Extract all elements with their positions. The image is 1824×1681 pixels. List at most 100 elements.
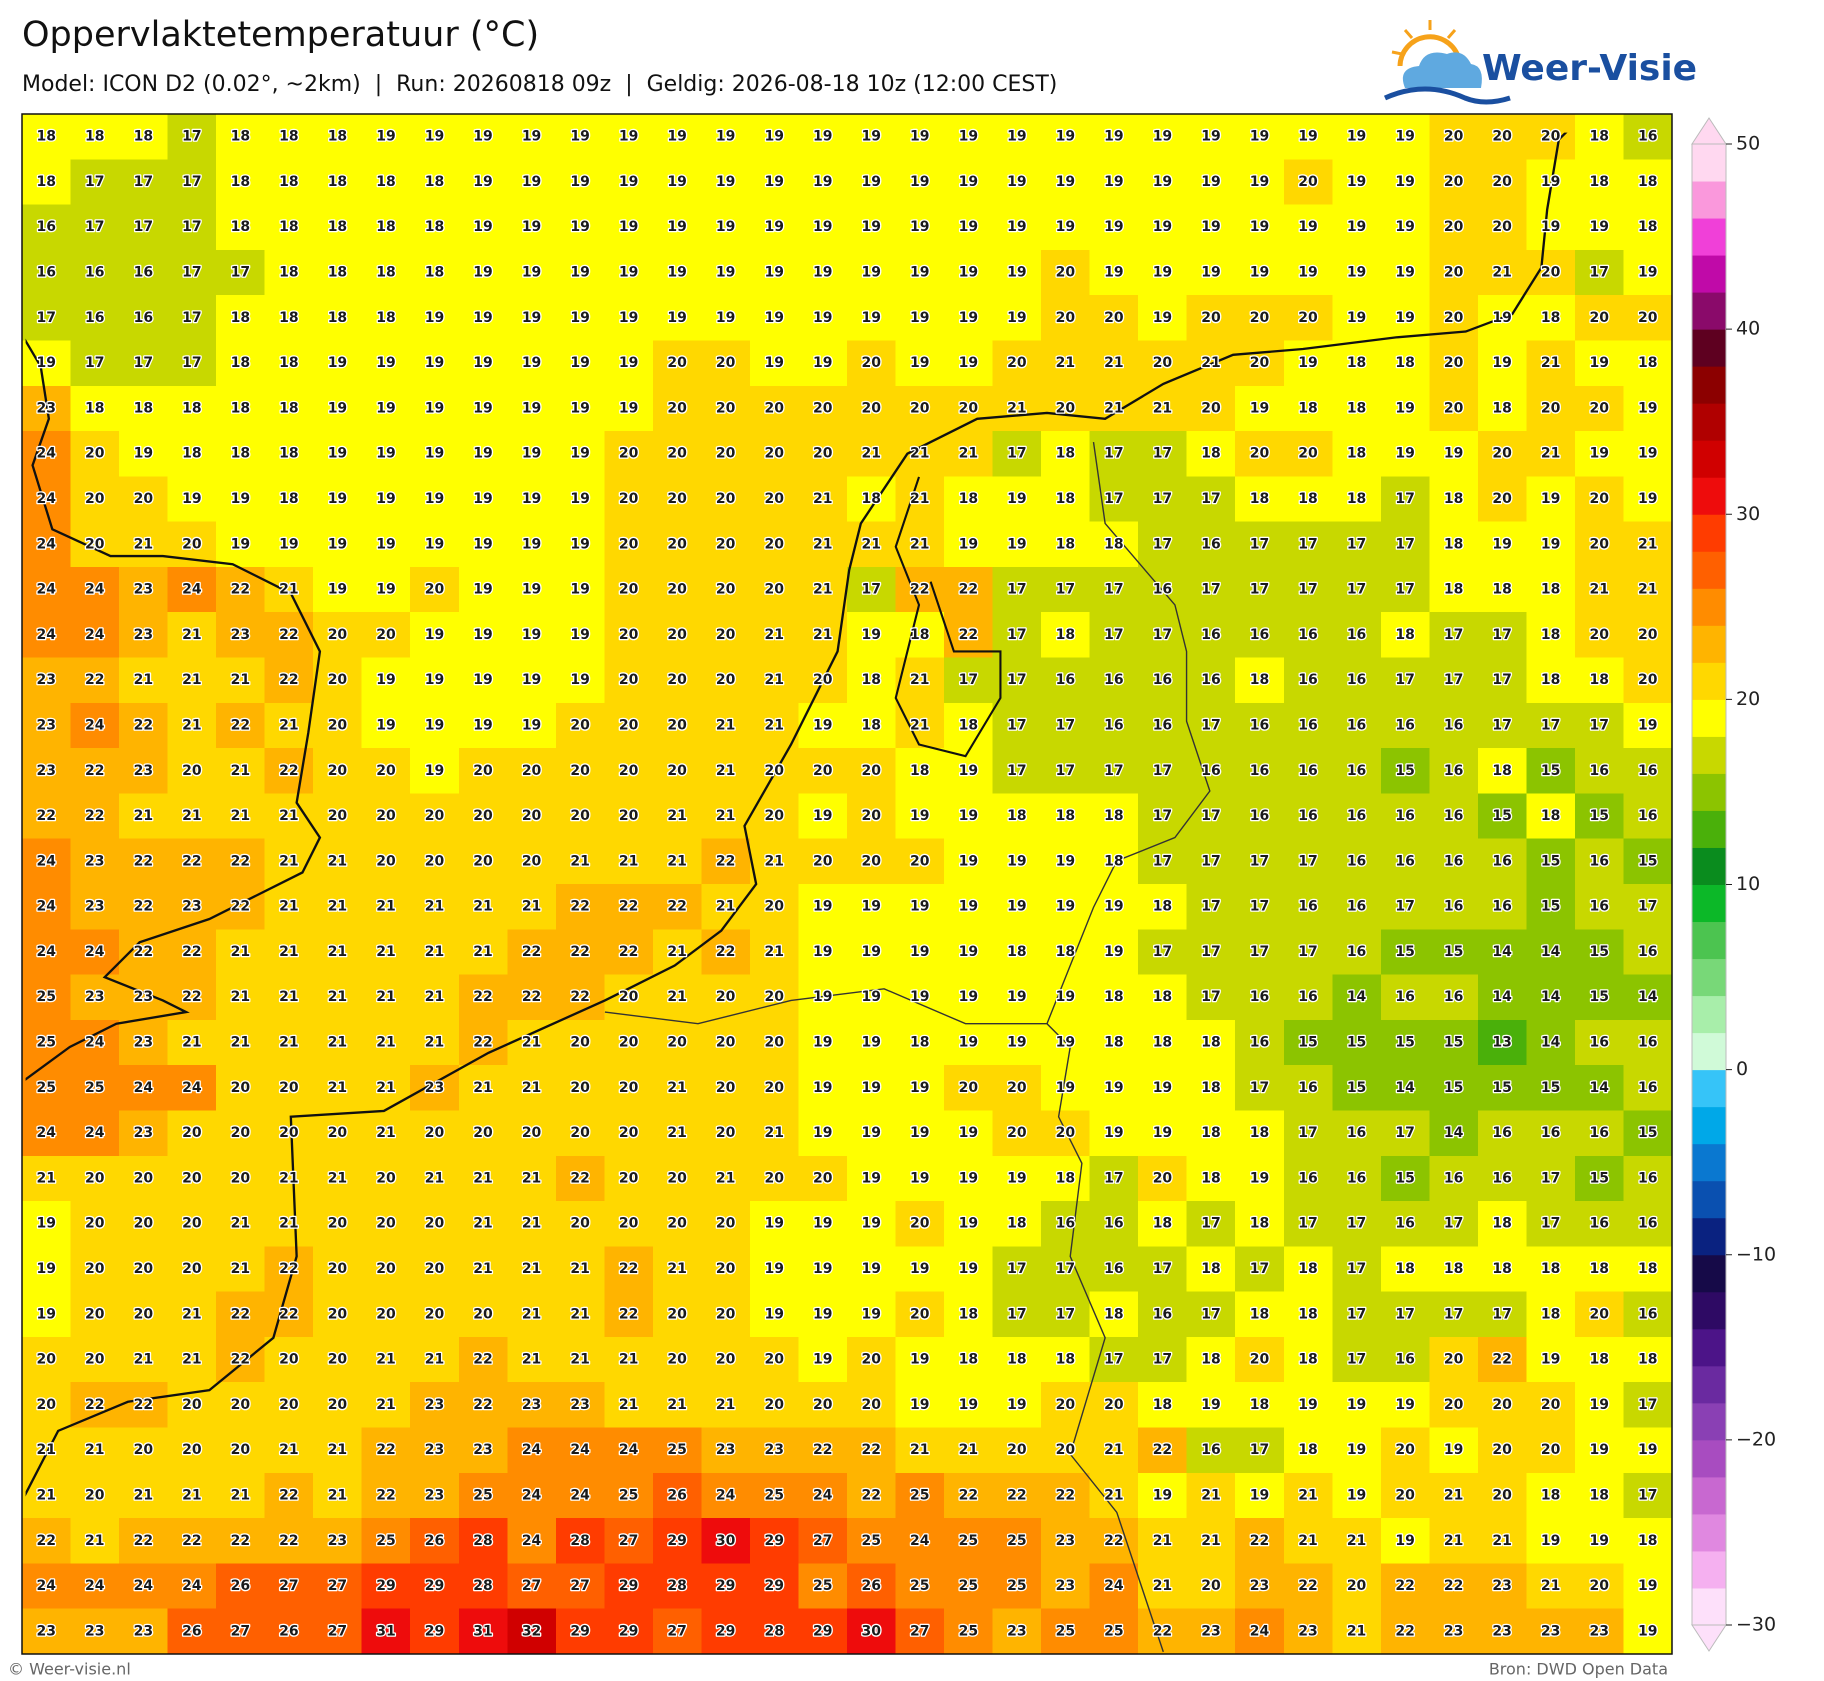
cell-value: 23 [134, 1125, 153, 1141]
cell-value: 14 [1541, 944, 1561, 960]
cell-value: 24 [85, 1125, 105, 1141]
cell [361, 159, 411, 206]
cell-value: 25 [1104, 1623, 1123, 1639]
cell [604, 1336, 654, 1383]
cell [701, 838, 751, 885]
cell-value: 22 [522, 944, 541, 960]
cell [216, 249, 266, 296]
cell [798, 1110, 848, 1157]
cell [507, 838, 557, 885]
cell-value: 19 [1250, 1170, 1269, 1186]
colorbar-tick-label: 50 [1736, 133, 1760, 155]
cell-value: 18 [1589, 672, 1608, 688]
cell [313, 1427, 363, 1474]
cell [22, 521, 72, 568]
cell [652, 114, 703, 160]
cell-value: 19 [813, 1306, 832, 1322]
cell [167, 114, 217, 160]
cell-value: 22 [570, 1170, 589, 1186]
cell [1429, 793, 1479, 840]
cell [944, 476, 994, 523]
cell-value: 23 [1250, 1578, 1269, 1594]
cell [1429, 1472, 1479, 1519]
cell [1623, 566, 1672, 613]
cell-value: 19 [473, 627, 492, 643]
cell-value: 17 [1201, 944, 1220, 960]
cell [798, 929, 848, 976]
cell [458, 657, 508, 704]
cell [701, 476, 751, 523]
cell [1332, 1201, 1382, 1247]
cell-value: 22 [619, 1261, 638, 1277]
cell [847, 1291, 897, 1338]
cell [313, 431, 363, 477]
cell-value: 19 [764, 174, 783, 190]
cell-value: 17 [1104, 1170, 1123, 1186]
cell [1283, 476, 1333, 523]
cell-value: 20 [959, 1080, 979, 1096]
cell-value: 20 [1638, 627, 1658, 643]
cell [1138, 974, 1188, 1021]
cell-value: 22 [862, 1487, 881, 1503]
cell [70, 204, 120, 251]
cell [361, 521, 411, 568]
colorbar-segment [1692, 1106, 1726, 1145]
cell-value: 26 [862, 1578, 881, 1594]
cell [1429, 521, 1479, 568]
cell-value: 18 [1541, 672, 1560, 688]
cell [22, 249, 72, 296]
cell-value: 21 [231, 808, 250, 824]
cell [216, 1155, 266, 1202]
cell [1332, 521, 1382, 568]
cell-value: 19 [813, 1261, 832, 1277]
cell [507, 1019, 557, 1066]
cell [1477, 1110, 1528, 1157]
cell [458, 1608, 508, 1654]
cell [119, 1246, 169, 1293]
cell-value: 18 [1056, 1352, 1075, 1368]
cell-value: 24 [182, 1578, 202, 1594]
cell [507, 1155, 557, 1202]
cell-value: 16 [1153, 582, 1172, 598]
cell [1235, 793, 1285, 840]
cell-value: 18 [425, 265, 444, 281]
cell-value: 19 [619, 400, 638, 416]
cell [313, 1155, 363, 1202]
cell [1380, 1336, 1430, 1383]
cell-value: 18 [1250, 672, 1269, 688]
cell [167, 1472, 217, 1519]
cell-value: 15 [1347, 1035, 1366, 1051]
cell [1041, 431, 1091, 477]
cell [119, 521, 169, 568]
cell [264, 249, 314, 296]
cell-value: 18 [1444, 536, 1463, 552]
cell [167, 1336, 217, 1383]
cell [701, 1201, 751, 1247]
cell [1089, 657, 1139, 704]
cell-value: 22 [1395, 1578, 1414, 1594]
cell [1526, 1518, 1576, 1565]
cell [944, 884, 994, 930]
cell-value: 19 [1395, 1397, 1414, 1413]
cell [1380, 748, 1430, 795]
cell-value: 18 [231, 446, 250, 462]
cell-value: 17 [1153, 1261, 1172, 1277]
cell [749, 702, 800, 749]
cell-value: 21 [134, 808, 153, 824]
cell-value: 20 [376, 627, 396, 643]
cell-value: 19 [570, 536, 589, 552]
cell [944, 431, 994, 477]
cell-value: 19 [813, 355, 832, 371]
cell-value: 18 [231, 400, 250, 416]
cell-value: 23 [1298, 1623, 1317, 1639]
cell [361, 385, 411, 432]
cell-value: 18 [1153, 1397, 1172, 1413]
cell-value: 21 [910, 491, 929, 507]
cell [798, 1246, 848, 1293]
cell [119, 1608, 169, 1654]
cell [216, 1246, 266, 1293]
cell [1526, 1336, 1576, 1383]
cell [1235, 431, 1285, 477]
cell-value: 20 [85, 1170, 105, 1186]
cell [1041, 1336, 1091, 1383]
